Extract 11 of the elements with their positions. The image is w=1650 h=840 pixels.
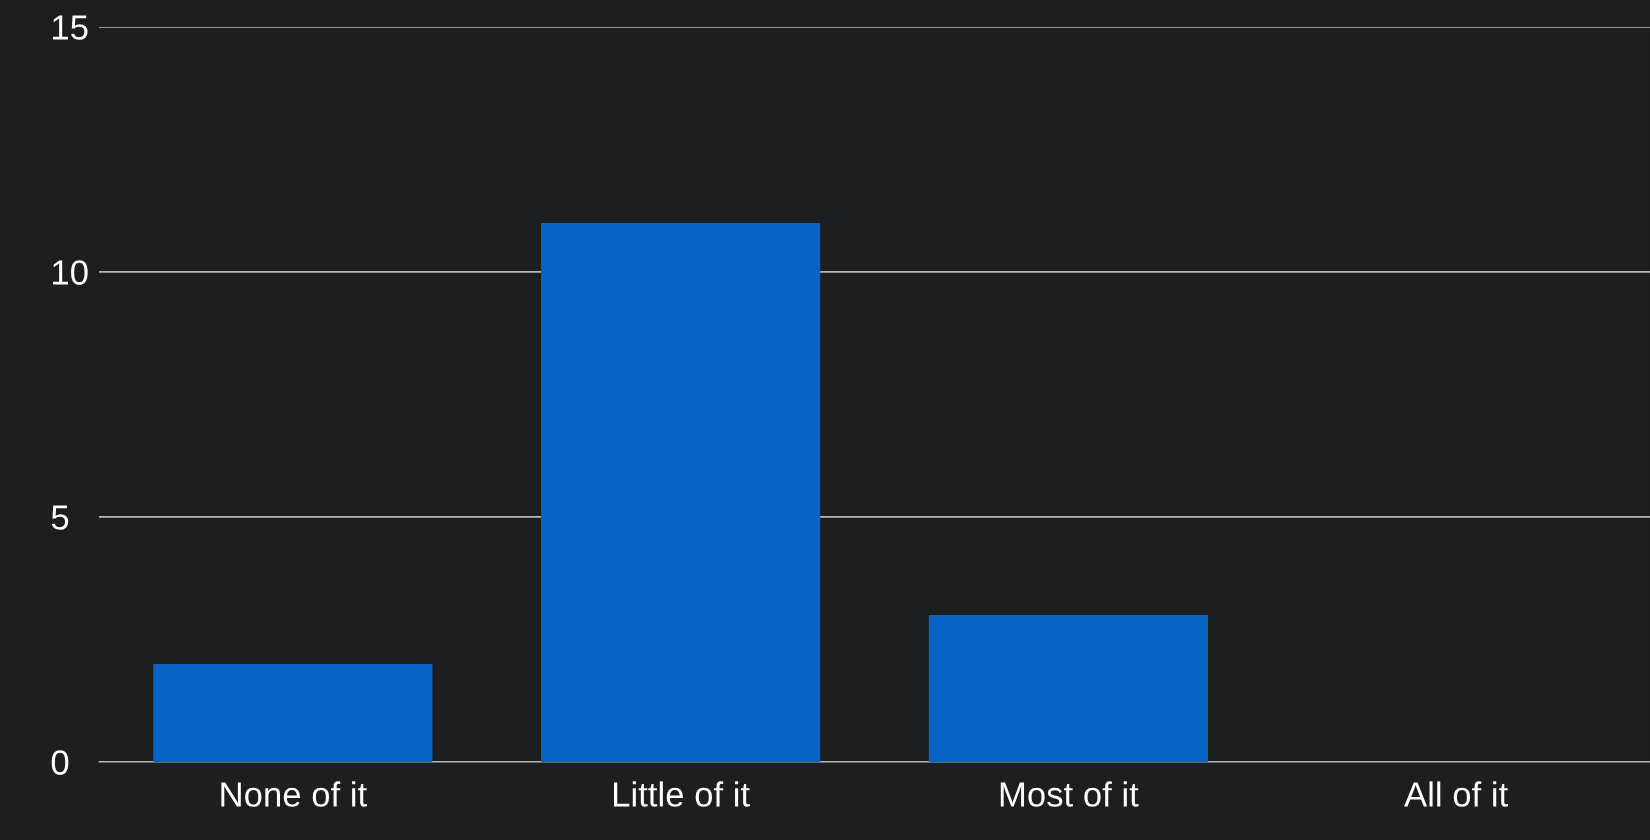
y-tick-label: 10 [53,260,88,285]
y-tick-label: 0 [51,750,69,775]
bar [153,663,433,762]
x-tick-label: All of it [1404,781,1508,807]
x-tick-label: Most of it [1000,781,1139,807]
x-tick-label: Little of it [614,781,750,807]
y-tick-label: 5 [51,505,69,530]
bar [541,222,821,762]
x-tick-label: None of it [221,781,367,807]
y-tick-label: 15 [53,15,88,40]
bar [928,614,1208,762]
